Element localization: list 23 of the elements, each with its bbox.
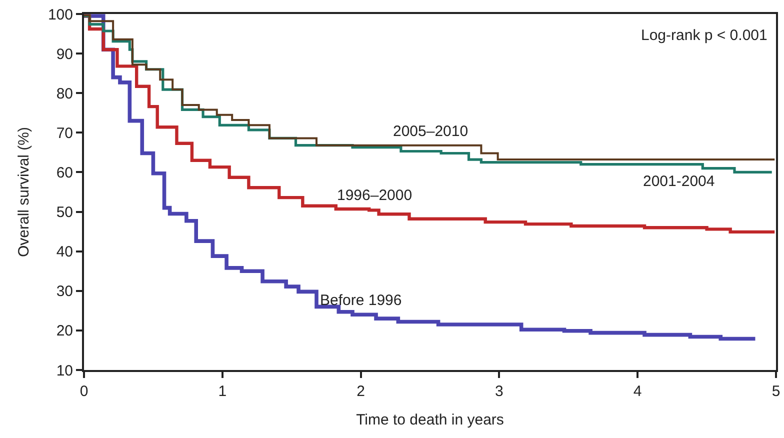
series-label: 2005–2010 <box>393 123 468 140</box>
x-axis-title: Time to death in years <box>356 412 504 428</box>
x-tick-label: 4 <box>633 383 642 400</box>
y-tick-label: 60 <box>56 164 73 182</box>
x-tick-label: 3 <box>495 383 504 400</box>
x-tick-label: 1 <box>218 383 227 400</box>
y-axis-title: Overall survival (%) <box>16 126 33 258</box>
x-tick-label: 0 <box>80 383 88 400</box>
series-label: Before 1996 <box>320 292 402 309</box>
y-tick-label: 20 <box>56 322 73 340</box>
y-tick-label: 40 <box>56 244 73 261</box>
x-tick-label: 5 <box>772 383 780 400</box>
y-tick-label: 100 <box>48 6 73 24</box>
y-tick-label: 80 <box>56 85 73 102</box>
series-label: 1996–2000 <box>337 187 412 204</box>
y-tick-label: 50 <box>56 204 73 222</box>
annotation: Log-rank p < 0.001 <box>641 27 768 44</box>
series-label: 2001-2004 <box>643 173 715 190</box>
y-tick-label: 90 <box>56 46 73 63</box>
x-tick-label: 2 <box>356 383 365 400</box>
y-tick-label: 30 <box>56 283 73 300</box>
y-tick-label: 10 <box>56 362 73 380</box>
y-tick-label: 70 <box>56 124 73 142</box>
